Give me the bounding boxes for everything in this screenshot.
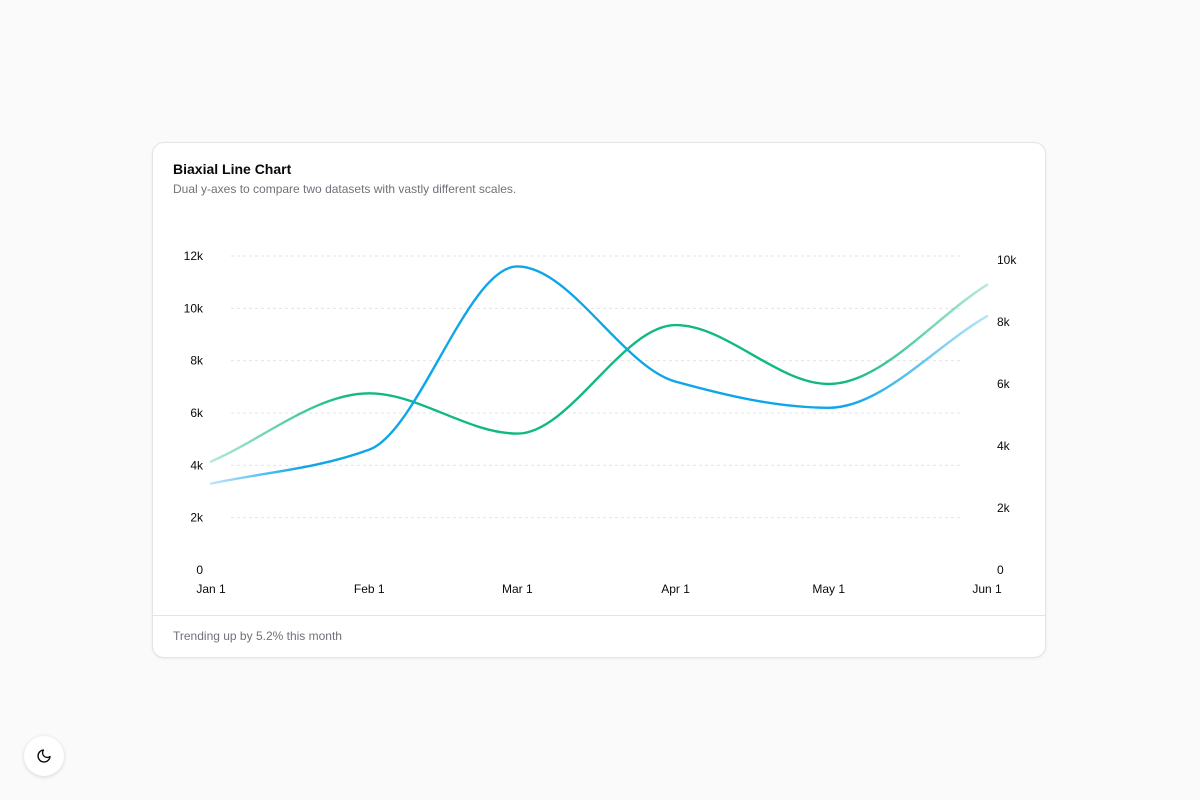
right-y-tick-label: 6k <box>997 377 1011 391</box>
x-tick-label: Apr 1 <box>661 582 690 596</box>
chart-card: Biaxial Line Chart Dual y-axes to compar… <box>152 142 1046 658</box>
x-axis: Jan 1 Feb 1 Mar 1 Apr 1 May 1 Jun 1 <box>196 582 1002 596</box>
grid-lines <box>231 255 961 519</box>
theme-toggle-button[interactable] <box>24 736 64 776</box>
x-tick-label: Feb 1 <box>354 582 385 596</box>
left-y-tick-label: 8k <box>190 354 204 368</box>
right-y-tick-label: 2k <box>997 501 1011 515</box>
right-y-axis: 0 2k 4k 6k 8k 10k <box>997 253 1017 577</box>
x-tick-label: May 1 <box>812 582 845 596</box>
left-y-tick-label: 6k <box>190 406 204 420</box>
left-y-tick-label: 10k <box>184 301 204 315</box>
moon-icon <box>37 749 51 763</box>
card-title: Biaxial Line Chart <box>173 161 292 177</box>
right-y-tick-label: 10k <box>997 253 1017 267</box>
footer-text: Trending up by 5.2% this month <box>173 629 342 643</box>
right-y-tick-label: 0 <box>997 563 1004 577</box>
x-tick-label: Mar 1 <box>502 582 533 596</box>
x-tick-label: Jun 1 <box>972 582 1002 596</box>
left-y-tick-label: 2k <box>190 511 204 525</box>
card-description: Dual y-axes to compare two datasets with… <box>173 182 517 196</box>
biaxial-line-chart: 0 2k 4k 6k 8k 10k 12k 0 2k 4k 6k 8k 10k Jan 1 Feb 1 M… <box>184 249 1018 596</box>
left-y-tick-label: 0 <box>196 563 203 577</box>
left-y-tick-label: 4k <box>190 458 204 472</box>
right-y-tick-label: 4k <box>997 439 1011 453</box>
left-y-axis: 0 2k 4k 6k 8k 10k 12k <box>184 249 204 577</box>
left-y-tick-label: 12k <box>184 249 204 263</box>
series-lines <box>209 265 989 485</box>
x-tick-label: Jan 1 <box>196 582 226 596</box>
green-series-line <box>209 283 989 463</box>
blue-series-line <box>209 265 989 485</box>
card-footer: Trending up by 5.2% this month <box>153 615 1045 657</box>
right-y-tick-label: 8k <box>997 315 1011 329</box>
